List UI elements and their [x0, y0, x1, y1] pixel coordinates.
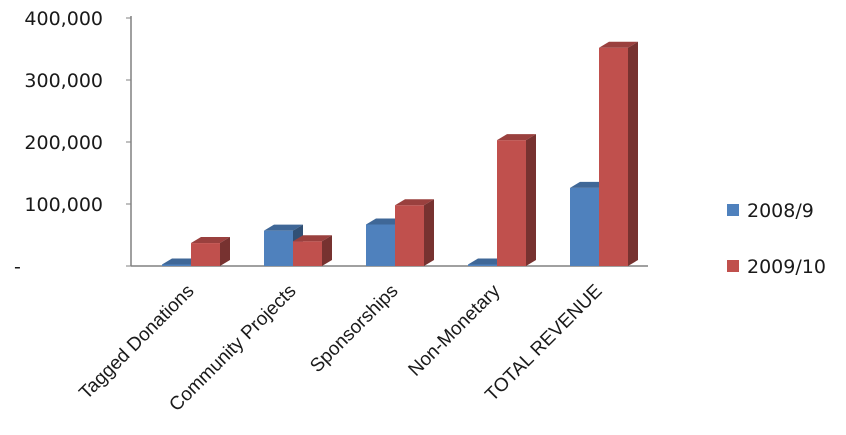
y-tick-label: 200,000: [24, 132, 103, 154]
bar-side: [628, 41, 638, 267]
bar-top: [599, 41, 638, 48]
bar-top: [395, 199, 434, 206]
bar-front: [191, 243, 220, 266]
legend-label: 2008/9: [747, 200, 814, 222]
bar-front: [599, 47, 628, 267]
bar-front: [395, 205, 424, 266]
y-tick-label: 100,000: [24, 194, 103, 216]
legend-item: 2008/9: [727, 200, 814, 222]
bar-top: [497, 134, 536, 141]
legend-swatch: [727, 204, 739, 216]
bar-front: [366, 224, 395, 266]
bar-top: [293, 235, 332, 242]
bar-side: [220, 237, 230, 266]
bar-top: [191, 237, 230, 244]
bar: [497, 134, 536, 266]
bar-front: [570, 187, 599, 266]
bar: [395, 199, 434, 266]
bar-front: [497, 140, 526, 266]
y-tick-label: 400,000: [24, 8, 103, 30]
bar-front: [468, 264, 497, 266]
bar: [293, 235, 332, 266]
bar-side: [526, 134, 536, 266]
legend-swatch: [727, 260, 739, 272]
x-category-label: Sponsorships: [306, 281, 402, 377]
bar-side: [322, 235, 332, 266]
chart-bars: [162, 41, 638, 267]
y-tick-label: 300,000: [24, 70, 103, 92]
bar-front: [264, 230, 293, 266]
bar: [599, 41, 638, 267]
chart-legend: 2008/9 2009/10: [727, 200, 826, 278]
bar-top: [264, 224, 303, 231]
bar-front: [293, 241, 322, 266]
legend-item: 2009/10: [727, 256, 826, 278]
bar-front: [162, 264, 191, 266]
y-tick-label: -: [14, 256, 21, 278]
x-category-label: Non-Monetary: [405, 280, 505, 380]
bar-side: [424, 199, 434, 266]
bar: [191, 237, 230, 266]
legend-label: 2009/10: [747, 256, 826, 278]
